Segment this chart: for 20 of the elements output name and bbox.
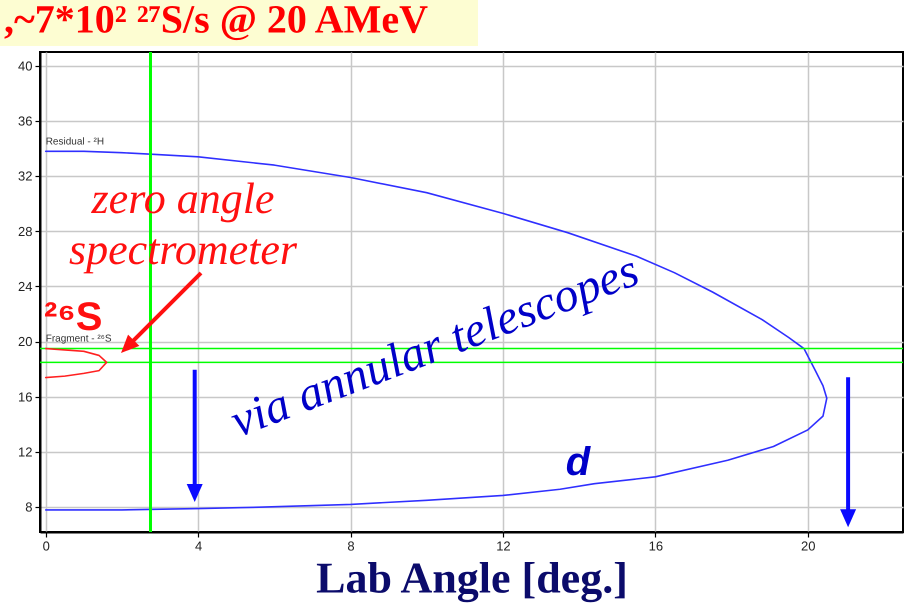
- y-tick-label: 28: [18, 224, 32, 239]
- y-tick-label: 20: [18, 334, 32, 350]
- y-tick-label: 36: [18, 113, 32, 128]
- y-tick-label: 24: [18, 278, 32, 294]
- x-tick-label: 20: [801, 538, 816, 554]
- series-label: Residual - ²H: [46, 136, 104, 148]
- x-tick-label: 0: [42, 538, 50, 554]
- x-tick-label: 12: [496, 538, 511, 554]
- y-tick-label: 40: [18, 58, 32, 74]
- y-tick-label: 12: [18, 444, 32, 460]
- y-tick-label: 32: [18, 168, 32, 184]
- y-tick-label: 16: [18, 389, 32, 404]
- x-tick-label: 8: [347, 538, 355, 554]
- chart-title: ,~7*10² ²⁷S/s @ 20 AMeV: [4, 0, 428, 42]
- legend-label: Fragment - ²⁶S: [46, 334, 112, 345]
- x-tick-label: 16: [648, 538, 664, 554]
- annotation: d: [566, 440, 592, 484]
- x-tick-label: 4: [195, 538, 202, 554]
- x-axis-title: Lab Angle [deg.]: [316, 554, 628, 602]
- y-tick-label: 8: [25, 500, 32, 515]
